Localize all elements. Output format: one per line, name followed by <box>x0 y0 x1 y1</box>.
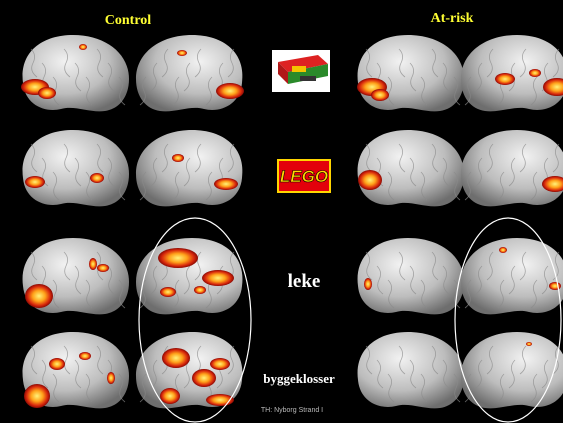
activation <box>79 352 91 360</box>
activation <box>214 178 238 190</box>
activation <box>25 176 45 188</box>
activation <box>172 154 184 162</box>
activation <box>358 170 382 190</box>
activation <box>529 69 541 77</box>
activation <box>177 50 187 56</box>
activation <box>79 44 87 50</box>
activation <box>49 358 65 370</box>
activation <box>210 358 230 370</box>
activation <box>526 342 532 346</box>
activation <box>192 369 216 387</box>
activation <box>90 173 104 183</box>
stimulus-word: byggeklosser <box>263 371 335 386</box>
activation <box>495 73 515 85</box>
activation <box>194 286 206 294</box>
group-label: At-risk <box>431 11 474 26</box>
stimulus-word: leke <box>288 271 321 292</box>
activation <box>89 258 97 270</box>
activation <box>364 278 372 290</box>
activation <box>38 87 56 99</box>
logo-text: LEGO <box>280 167 328 186</box>
activation <box>160 388 180 404</box>
lego-logo: LEGO <box>278 160 330 192</box>
lego-brick-icon <box>272 50 330 92</box>
activation <box>371 89 389 101</box>
group-label: Control <box>105 13 152 28</box>
activation <box>107 372 115 384</box>
slide: Control At-risk LEGO leke byggeklosser T… <box>0 0 563 423</box>
activation <box>499 247 507 253</box>
activation <box>97 264 109 272</box>
activation <box>216 83 244 99</box>
activation <box>162 348 190 368</box>
activation <box>160 287 176 297</box>
activation <box>24 384 50 408</box>
activation <box>25 284 53 308</box>
activation <box>202 270 234 286</box>
activation <box>158 248 198 268</box>
footer: TH: Nyborg Strand I <box>261 407 323 414</box>
